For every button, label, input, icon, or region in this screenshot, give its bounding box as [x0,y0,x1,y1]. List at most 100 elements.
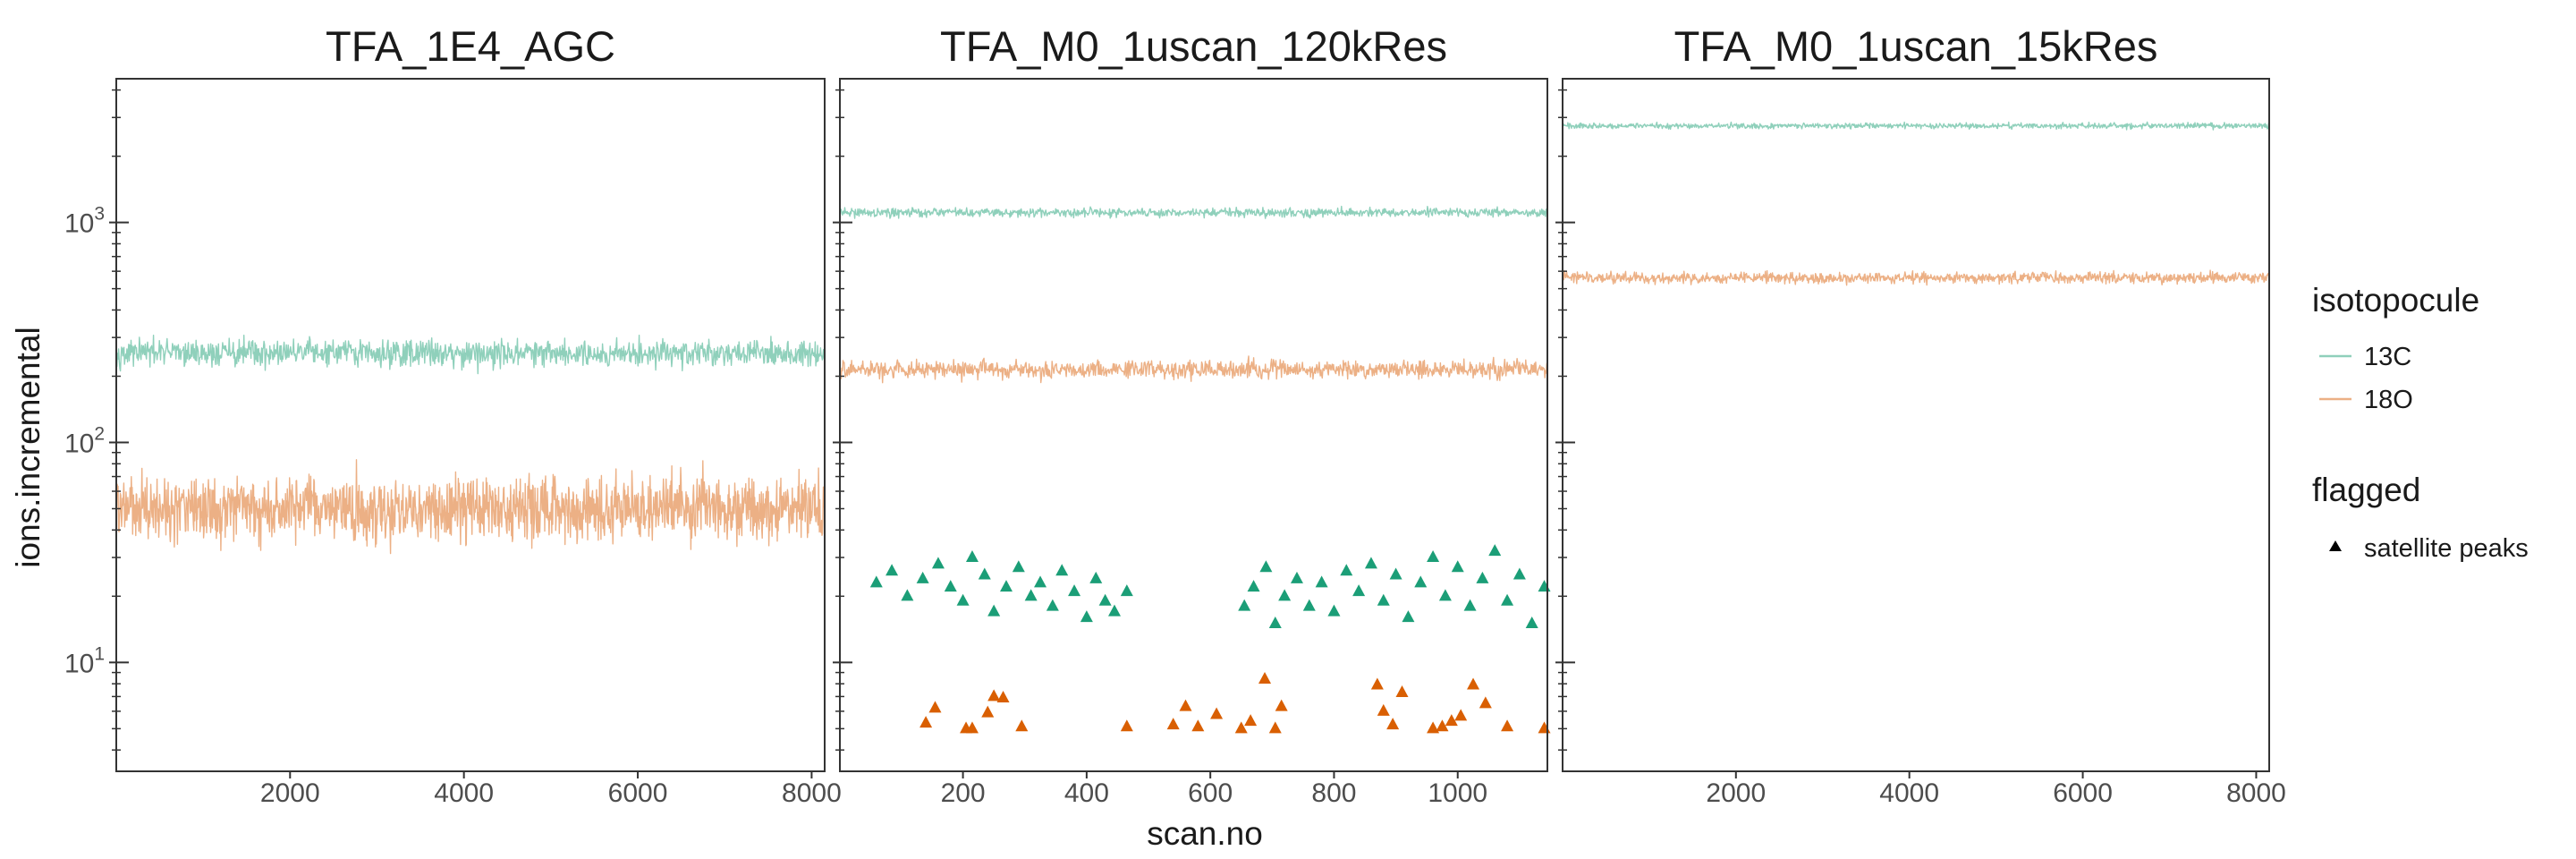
y-tick-label-base: 10 [64,429,94,458]
flagged-point-13C [1414,575,1428,588]
flagged-point-13C [1438,589,1452,601]
flagged-point-13C [1055,564,1069,576]
flagged-point-18O [1436,719,1449,732]
flagged-point-18O [1370,677,1384,690]
panel-border [115,78,826,772]
series-line-18O [1563,269,2269,286]
panel-border [1562,78,2270,772]
y-tick-label-base: 10 [64,649,94,678]
flagged-point-13C [1068,584,1081,597]
flagged-point-13C [1427,550,1440,563]
flagged-point-13C [916,571,929,583]
flagged-point-13C [1098,593,1112,606]
panel-title: TFA_M0_1uscan_15kRes [1674,22,2158,70]
flagged-point-13C [1513,567,1526,580]
flagged-point-13C [1107,604,1121,617]
flagged-point-13C [1034,575,1047,588]
flagged-point-13C [1089,571,1103,583]
panel-3: TFA_M0_1uscan_15kRes 2000 4000 6000 8000 [1555,22,2286,808]
y-tick-label-exponent: 3 [94,204,105,225]
flagged-point-13C [944,580,957,592]
flagged-point-18O [1191,719,1205,732]
flagged-point-18O [1454,709,1468,721]
flagged-point-13C [1024,589,1038,601]
flagged-point-13C [869,575,883,588]
flagged-point-13C [1046,599,1059,611]
flagged-point-18O [919,716,933,728]
flagged-point-13C [1538,580,1551,592]
flagged-point-13C [1377,593,1390,606]
flagged-point-13C [1327,604,1341,617]
series-line-18O [116,459,825,555]
flagged-point-18O [1166,718,1180,730]
flagged-point-13C [1080,610,1093,623]
y-tick-label-exponent: 1 [94,643,105,664]
flagged-point-18O [1015,719,1029,732]
legend-label-18O: 18O [2364,386,2413,414]
flagged-point-13C [1525,617,1538,629]
flagged-point-18O [1377,703,1390,716]
flagged-point-18O [1467,677,1480,690]
series-line-13C [116,335,825,375]
flagged-point-13C [1247,580,1260,592]
legend: isotopocule 13C 18O flagged satellite pe… [2312,282,2529,563]
flagged-point-18O [1275,699,1288,711]
flagged-point-13C [1120,584,1133,597]
y-tick-label: 101 [64,643,105,678]
flagged-point-13C [1315,575,1328,588]
y-tick-label: 102 [64,423,105,458]
flagged-point-18O [981,705,995,718]
panel-1: TFA_1E4_AGC 2000 4000 6000 8000 [109,22,842,808]
flagged-point-13C [1389,567,1402,580]
flagged-point-18O [1120,719,1133,732]
x-tick-label: 8000 [2226,778,2286,808]
flagged-point-18O [1244,714,1258,727]
flagged-point-13C [1488,544,1502,557]
flagged-point-13C [1476,571,1489,583]
flagged-point-13C [1402,610,1415,623]
panel-title: TFA_M0_1uscan_120kRes [940,22,1447,70]
panel-title: TFA_1E4_AGC [326,22,615,70]
flagged-point-18O [1210,707,1224,719]
flagged-point-18O [987,689,1001,702]
flagged-point-13C [1501,593,1514,606]
flagged-point-18O [1445,714,1458,727]
x-tick-label: 200 [941,778,986,808]
x-tick-label: 8000 [782,778,842,808]
legend-label-13C: 13C [2364,343,2411,371]
flagged-point-13C [1259,560,1273,573]
legend-label-satellite-peaks: satellite peaks [2364,534,2529,563]
x-axis-title: scan.no [1147,815,1263,852]
flagged-point-13C [886,564,899,576]
flagged-point-13C [1352,584,1366,597]
series-line-18O [840,355,1547,384]
flagged-point-18O [1234,721,1248,734]
flagged-point-13C [956,593,970,606]
flagged-point-18O [965,721,979,734]
flagged-point-13C [931,557,945,569]
flagged-point-18O [1479,696,1492,709]
x-tick-label: 600 [1188,778,1233,808]
y-tick-label-exponent: 2 [94,423,105,444]
flagged-point-13C [901,589,914,601]
x-tick-label: 4000 [434,778,494,808]
x-tick-label: 1000 [1428,778,1487,808]
flagged-point-13C [1238,599,1251,611]
flagged-point-13C [1268,617,1282,629]
legend-title-flagged: flagged [2312,472,2420,508]
flagged-point-18O [1395,685,1409,697]
flagged-point-13C [1290,571,1303,583]
flagged-point-13C [1451,560,1464,573]
flagged-point-18O [928,701,942,713]
legend-title-isotopocule: isotopocule [2312,282,2479,319]
flagged-point-13C [1278,589,1292,601]
x-tick-label: 2000 [260,778,320,808]
x-tick-label: 6000 [2053,778,2113,808]
panel-2: TFA_M0_1uscan_120kRes 200 400 600 800 1000 [833,22,1551,808]
flagged-point-18O [1501,719,1514,732]
flagged-point-13C [987,604,1001,617]
flagged-point-13C [1012,560,1025,573]
flagged-point-18O [1386,718,1400,730]
x-tick-label: 2000 [1706,778,1766,808]
flagged-point-18O [1268,721,1282,734]
